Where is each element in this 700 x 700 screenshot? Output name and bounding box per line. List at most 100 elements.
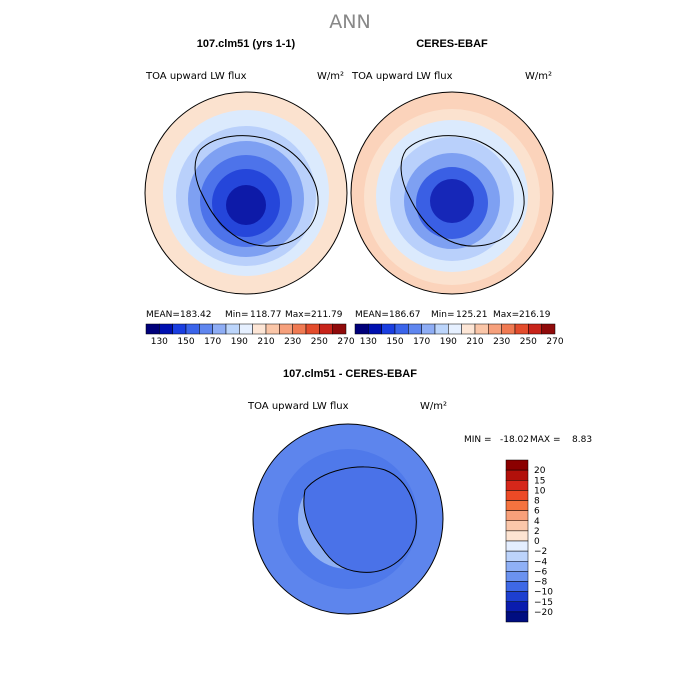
map-stats: MEAN= 186.67 Min= 125.21 Max= 216.19 [355,310,551,320]
colorbar-tick-label: −2 [534,547,547,557]
panel-variable-label: TOA upward LW flux [145,71,247,82]
colorbar-tick-label: 210 [466,337,483,347]
colorbar-swatch [505,550,529,562]
colorbar-tick-label: −15 [534,598,553,608]
colorbar-tick-label: −20 [534,608,553,618]
colorbar-swatch [199,323,213,335]
panel-units-label: W/m² [420,401,447,412]
colorbar-tick-label: −8 [534,578,548,588]
polar-map [145,92,347,294]
colorbar-swatch [505,530,529,542]
colorbar-tick-label: 250 [520,337,537,347]
min-value: 125.21 [456,310,488,320]
colorbar-swatch [505,571,529,582]
panel-variable-label: TOA upward LW flux [247,401,349,412]
colorbar-swatch [408,323,422,335]
colorbar-tick-label: 270 [546,337,563,347]
panel-observation: CERES-EBAF TOA upward LW flux W/m² MEAN=… [350,38,564,347]
colorbar-swatch [185,323,200,335]
colorbar-swatch [305,323,320,335]
polar-map [253,424,443,614]
colorbar-tick-label: 8 [534,497,540,507]
panel-variable-label: TOA upward LW flux [351,71,453,82]
mean-label: MEAN= [146,310,180,320]
panel-units-label: W/m² [317,71,344,82]
min-label: Min= [225,310,249,320]
colorbar-swatch [505,561,529,572]
colorbar-swatch [461,323,476,335]
map-border [350,91,554,295]
colorbar-swatch [505,611,529,623]
colorbar-tick-label: 230 [284,337,301,347]
colorbar-swatch [319,323,333,335]
colorbar-tick-label: 170 [413,337,430,347]
max-value: 8.83 [572,435,592,445]
colorbar-swatch [505,480,529,491]
colorbar-swatch [172,323,187,335]
colorbar-tick-label: 0 [534,537,540,547]
contour-band [226,185,266,225]
colorbar-swatch [505,500,529,511]
colorbar-swatch [488,323,502,335]
colorbar-tick-label: −10 [534,588,553,598]
max-value: 216.19 [519,310,551,320]
colorbar-tick-label: 2 [534,527,540,537]
colorbar-swatch [505,469,529,481]
colorbar-swatch [505,581,529,592]
colorbar-tick-label: −6 [534,567,548,577]
colorbar-swatch [252,323,267,335]
colorbar-tick-label: 230 [493,337,510,347]
max-label: Max= [285,310,311,320]
panel-title: 107.clm51 - CERES-EBAF [283,368,417,380]
colorbar-swatch [505,490,529,501]
colorbar-tick-label: 4 [534,517,540,527]
panel-title: 107.clm51 (yrs 1-1) [197,38,296,50]
colorbar-swatch [541,323,556,335]
map-border [252,423,444,615]
mean-value: 186.67 [389,310,421,320]
colorbar-tick-label: 130 [360,337,377,347]
colorbar-tick-label: 210 [257,337,274,347]
coastline [400,135,525,247]
colorbar-tick-label: 150 [177,337,194,347]
colorbar-tick-label: 10 [534,486,546,496]
map-stats: MIN = -18.02 MAX = 8.83 [464,435,592,445]
panel-units-label: W/m² [525,71,552,82]
panel-model: 107.clm51 (yrs 1-1) TOA upward LW flux W… [144,38,355,347]
colorbar-swatch [212,323,227,335]
contour-rings [145,92,347,294]
colorbar-swatch [332,323,347,335]
colorbar-tick-label: 170 [204,337,221,347]
mean-value: 183.42 [180,310,212,320]
colorbar-swatch [528,323,542,335]
colorbar-tick-label: 15 [534,476,545,486]
colorbar-tick-label: −4 [534,557,548,567]
min-label: MIN = [464,435,492,445]
colorbar-swatch [421,323,436,335]
colorbar-swatch [505,520,529,532]
coastline [303,466,417,573]
contour-band [430,179,474,223]
colorbar-swatch [394,323,409,335]
colorbar-swatch [225,323,240,335]
colorbar-swatch [279,323,293,335]
min-value: 118.77 [250,310,282,320]
colorbar-swatch [505,459,529,471]
colorbar-swatch [292,323,307,335]
antarctica-anomaly [303,466,417,573]
colorbar-swatch [474,323,489,335]
colorbar-swatch [354,323,369,335]
min-label: Min= [431,310,455,320]
colorbar-tick-label: 130 [151,337,168,347]
colorbar-tick-label: 150 [386,337,403,347]
colorbar-swatch [505,591,529,602]
max-label: MAX = [530,435,561,445]
colorbar-swatch [448,323,462,335]
colorbar: 130 150 170 190 210 230 250 270 [354,323,564,347]
colorbar-tick-label: 20 [534,466,546,476]
colorbar-tick-label: 190 [440,337,457,347]
colorbar-swatch [145,323,160,335]
colorbar-tick-label: 190 [231,337,248,347]
